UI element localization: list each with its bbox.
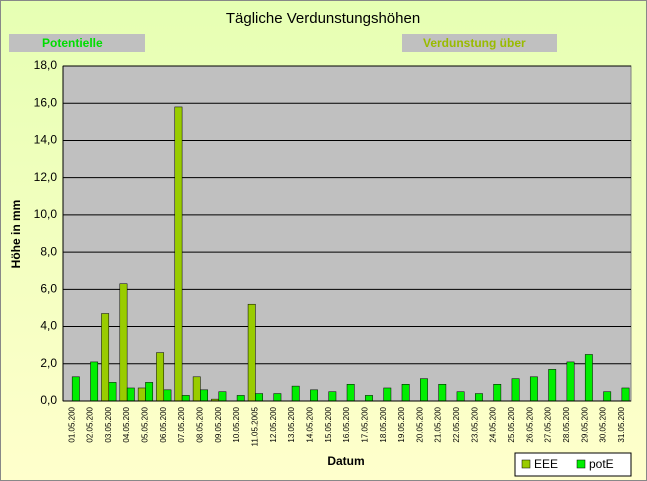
bar <box>90 361 99 402</box>
annotation: Potentielle <box>42 36 103 50</box>
annotation: Verdunstung über <box>423 36 526 50</box>
x-tick-label: 25.05.200 <box>507 406 516 442</box>
x-tick-label: 13.05.200 <box>287 406 296 442</box>
bar <box>438 384 447 402</box>
x-tick-label: 22.05.200 <box>452 406 461 442</box>
bar <box>365 395 373 402</box>
bar <box>255 393 263 402</box>
x-tick-label: 19.05.200 <box>397 406 406 442</box>
bar <box>192 376 201 402</box>
bar <box>71 376 80 402</box>
x-tick-label: 12.05.200 <box>269 406 278 442</box>
bar <box>108 382 117 402</box>
bar <box>511 378 520 402</box>
bar <box>310 389 318 402</box>
bar <box>621 387 630 402</box>
bar <box>420 378 428 402</box>
x-tick-label: 08.05.200 <box>196 406 205 442</box>
y-tick-label: 8,0 <box>40 244 57 258</box>
y-tick-label: 2,0 <box>40 356 57 370</box>
x-tick-label: 01.05.200 <box>67 406 76 442</box>
bar <box>273 393 282 402</box>
x-tick-label: 16.05.200 <box>342 406 351 442</box>
y-tick-label: 4,0 <box>40 319 57 333</box>
bar <box>456 391 465 402</box>
bar <box>328 391 337 402</box>
x-tick-label: 26.05.200 <box>525 406 534 442</box>
y-tick-label: 10,0 <box>34 207 58 221</box>
bar <box>603 391 612 402</box>
bar <box>200 389 208 402</box>
x-tick-label: 20.05.200 <box>415 406 424 442</box>
bar <box>548 369 557 402</box>
x-tick-label: 23.05.200 <box>470 406 479 442</box>
bar <box>401 384 410 402</box>
x-tick-label: 27.05.200 <box>544 406 553 442</box>
x-tick-label: 14.05.200 <box>305 406 314 442</box>
y-tick-label: 12,0 <box>34 170 58 184</box>
bar <box>566 361 575 402</box>
y-tick-label: 6,0 <box>40 282 57 296</box>
bar <box>181 395 190 402</box>
bar <box>156 352 165 402</box>
legend-label: potE <box>589 457 614 471</box>
bar <box>584 354 593 402</box>
x-tick-label: 24.05.200 <box>489 406 498 442</box>
x-tick-label: 07.05.200 <box>177 406 186 442</box>
x-tick-label: 30.05.200 <box>599 406 608 442</box>
x-axis-label: Datum <box>327 454 364 468</box>
bar <box>163 389 172 402</box>
bar <box>383 387 392 402</box>
y-tick-label: 0,0 <box>40 393 57 407</box>
x-tick-label: 06.05.200 <box>159 406 168 442</box>
bar <box>119 283 128 402</box>
x-tick-label: 03.05.200 <box>104 406 113 442</box>
x-tick-label: 11.05.2005 <box>250 406 259 446</box>
bar <box>218 391 227 402</box>
x-tick-label: 05.05.200 <box>141 406 150 442</box>
x-tick-label: 28.05.200 <box>562 406 571 442</box>
bar <box>291 385 300 402</box>
bar <box>101 313 110 402</box>
bar <box>145 382 154 402</box>
y-tick-label: 18,0 <box>34 58 58 72</box>
legend-swatch <box>576 459 586 469</box>
plot-area <box>62 65 632 402</box>
x-tick-label: 18.05.200 <box>379 406 388 442</box>
annotation-box <box>9 34 145 52</box>
bar <box>529 376 538 402</box>
legend <box>514 452 632 477</box>
bar <box>247 303 256 402</box>
x-tick-label: 29.05.200 <box>580 406 589 442</box>
bar <box>126 387 135 402</box>
x-tick-label: 21.05.200 <box>434 406 443 442</box>
x-tick-label: 15.05.200 <box>324 406 333 442</box>
x-tick-label: 17.05.200 <box>360 406 369 442</box>
x-tick-label: 10.05.200 <box>232 406 241 442</box>
bar <box>346 384 355 402</box>
x-tick-label: 09.05.200 <box>214 406 223 442</box>
bar <box>493 384 502 402</box>
legend-swatch <box>521 459 531 469</box>
bar <box>174 106 183 402</box>
y-axis-label: Höhe in mm <box>9 200 23 269</box>
x-tick-label: 04.05.200 <box>122 406 131 442</box>
x-tick-label: 02.05.200 <box>86 406 95 442</box>
chart-title: Tägliche Verdunstungshöhen <box>226 10 420 27</box>
y-tick-label: 16,0 <box>34 95 58 109</box>
bar <box>236 395 245 402</box>
y-tick-label: 14,0 <box>34 133 58 147</box>
legend-label: EEE <box>534 457 558 471</box>
annotation-box <box>402 34 557 52</box>
x-tick-label: 31.05.200 <box>617 406 626 442</box>
bar <box>475 393 483 402</box>
bar <box>137 387 146 402</box>
